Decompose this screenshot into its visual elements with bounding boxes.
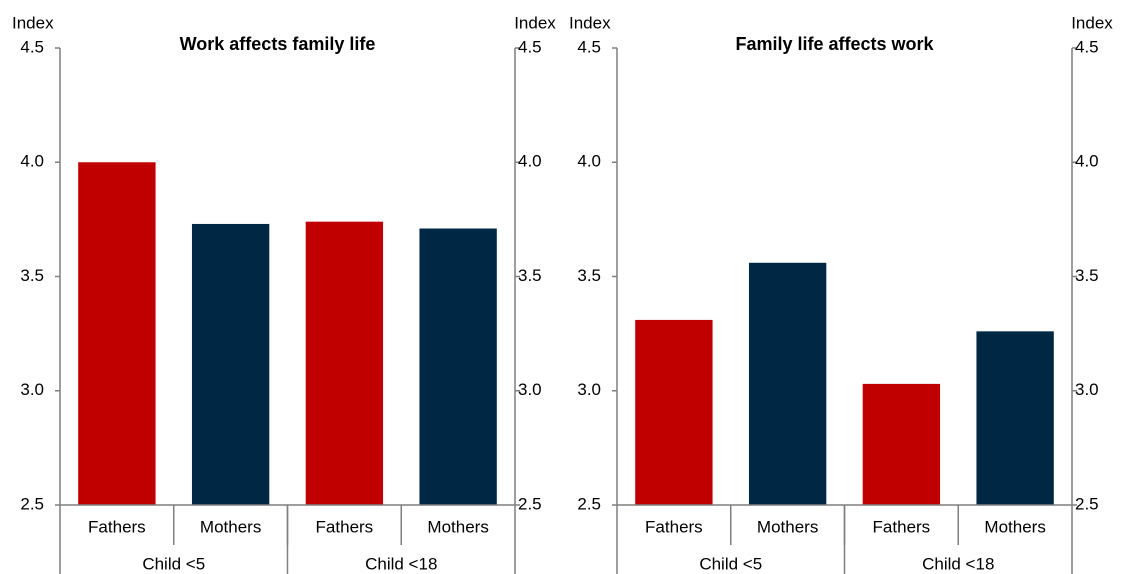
- y-tick-label: 4.5: [577, 37, 601, 56]
- bar: [191, 223, 270, 505]
- x-tick-label: Fathers: [645, 517, 703, 536]
- y2-tick-label: 4.0: [518, 152, 542, 171]
- y-tick-label: 4.0: [20, 152, 44, 171]
- y2-tick-label: 2.5: [518, 494, 542, 513]
- y-tick-label: 2.5: [577, 494, 601, 513]
- bar: [635, 319, 713, 505]
- bar: [748, 262, 827, 505]
- bar: [862, 383, 941, 505]
- y-tick-label: 2.5: [20, 494, 44, 513]
- y2-tick-label: 3.5: [518, 266, 542, 285]
- group-label: Child <18: [365, 554, 437, 573]
- bar: [976, 331, 1054, 505]
- bar: [78, 162, 156, 505]
- y2-tick-label: 2.5: [1075, 494, 1099, 513]
- y-tick-label: 3.5: [20, 266, 44, 285]
- x-tick-label: Fathers: [873, 517, 931, 536]
- y2-tick-label: 3.5: [1075, 266, 1099, 285]
- bar: [305, 221, 384, 505]
- y2-axis-label: Index: [514, 13, 556, 32]
- y-tick-label: 4.0: [577, 152, 601, 171]
- x-tick-label: Mothers: [427, 517, 488, 536]
- x-tick-label: Mothers: [200, 517, 261, 536]
- y-tick-label: 3.0: [20, 380, 44, 399]
- y2-tick-label: 3.0: [1075, 380, 1099, 399]
- x-tick-label: Mothers: [757, 517, 818, 536]
- y-tick-label: 4.5: [20, 37, 44, 56]
- y2-tick-label: 4.5: [1075, 37, 1099, 56]
- group-label: Child <5: [699, 554, 762, 573]
- y2-tick-label: 4.5: [518, 37, 542, 56]
- group-label: Child <18: [922, 554, 994, 573]
- bar: [419, 228, 497, 505]
- y-tick-label: 3.5: [577, 266, 601, 285]
- y2-tick-label: 4.0: [1075, 152, 1099, 171]
- y2-axis-label: Index: [1071, 13, 1113, 32]
- y-axis-label: Index: [12, 13, 54, 32]
- group-label: Child <5: [142, 554, 205, 573]
- x-tick-label: Fathers: [88, 517, 146, 536]
- chart-title: Family life affects work: [735, 34, 934, 54]
- chart-title: Work affects family life: [180, 34, 376, 54]
- y-tick-label: 3.0: [577, 380, 601, 399]
- y-axis-label: Index: [569, 13, 611, 32]
- x-tick-label: Mothers: [984, 517, 1045, 536]
- x-tick-label: Fathers: [316, 517, 374, 536]
- y2-tick-label: 3.0: [518, 380, 542, 399]
